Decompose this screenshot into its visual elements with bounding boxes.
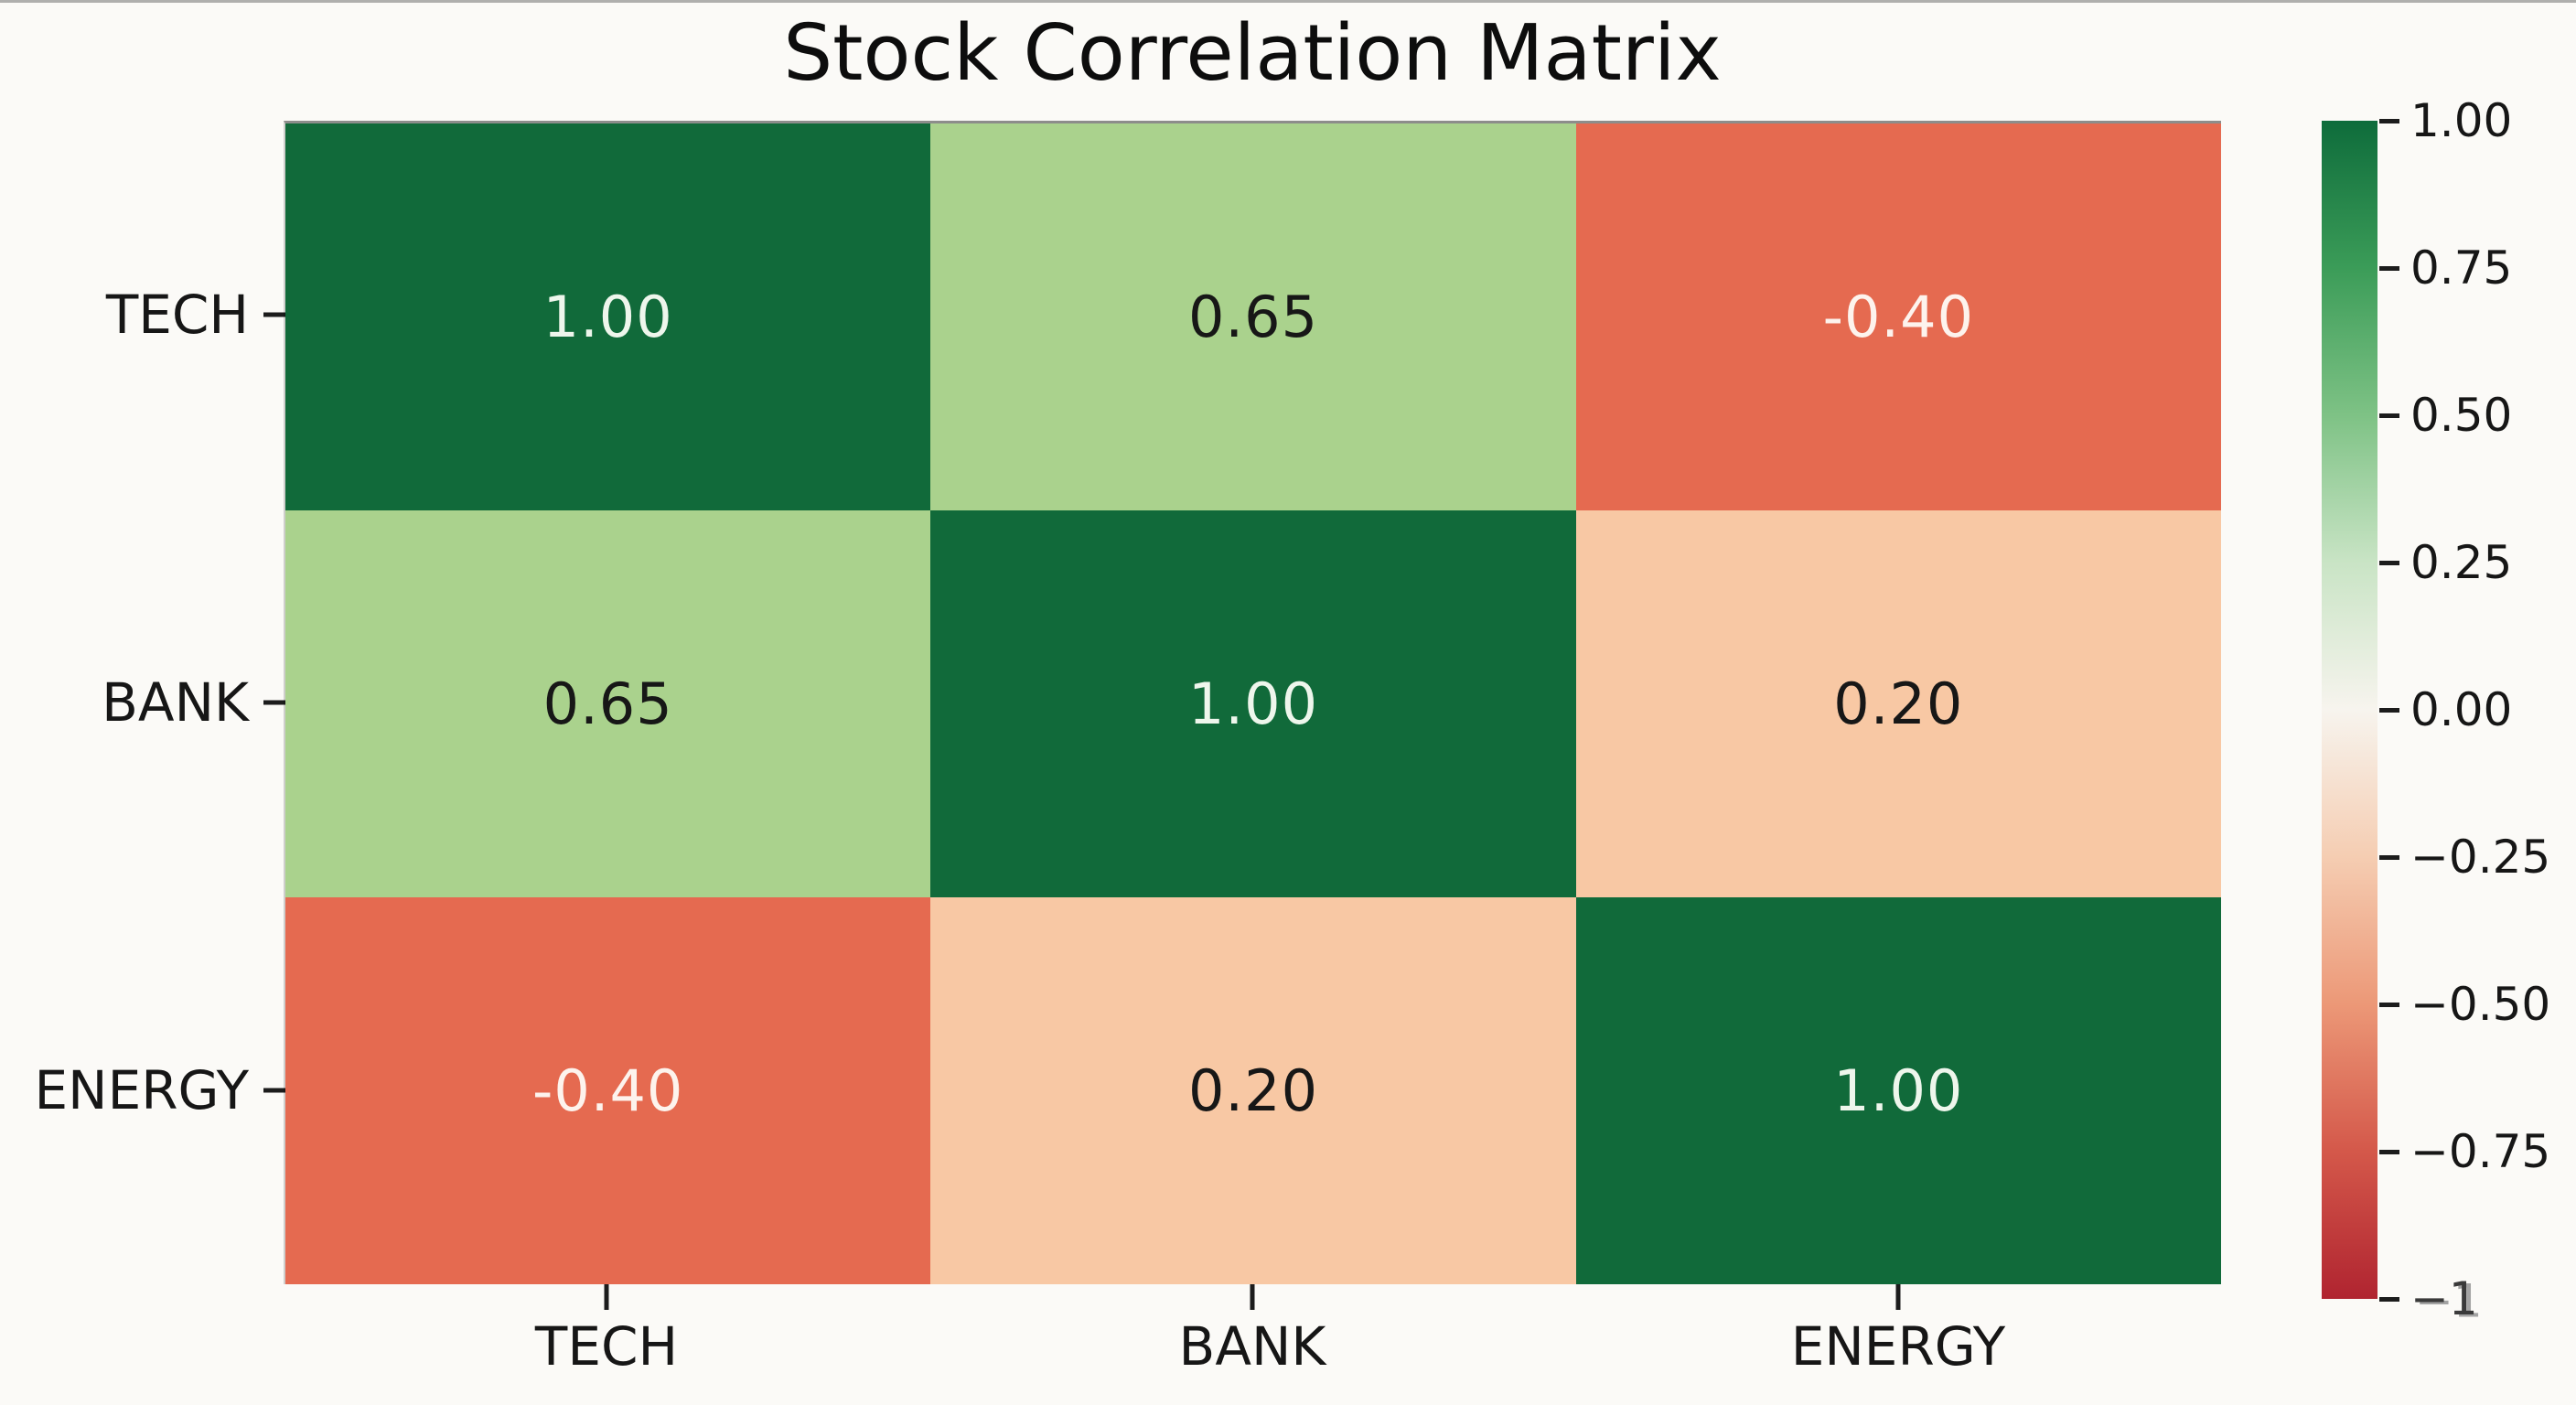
top-edge-line	[0, 0, 2576, 3]
y-axis-labels: TECH BANK ENERGY	[0, 121, 249, 1284]
y-tick-mark	[263, 1088, 285, 1093]
cell-value: 0.20	[1833, 670, 1964, 737]
colorbar-tick-label: 0.00	[2410, 683, 2513, 736]
colorbar-tick-label: −0.25	[2410, 831, 2551, 884]
heatmap-cell-BANK-ENERGY: 0.20	[1575, 510, 2221, 897]
colorbar-tick-0.00: 0.00	[2379, 683, 2512, 736]
colorbar-tick-label: −0.50	[2410, 978, 2551, 1031]
colorbar-tick-mark	[2379, 118, 2399, 123]
colorbar-tick-−0.25: −0.25	[2379, 831, 2550, 884]
cell-value: 1.00	[1187, 670, 1319, 737]
heatmap-cell-TECH-BANK: 0.65	[930, 123, 1576, 510]
chart-title: Stock Correlation Matrix	[783, 8, 1722, 99]
x-tick-mark	[1895, 1284, 1901, 1310]
colorbar-tick-mark	[2379, 854, 2399, 860]
y-tick-label-BANK: BANK	[102, 671, 249, 734]
y-tick-mark	[263, 700, 285, 705]
x-tick-mark	[604, 1284, 609, 1310]
y-axis-ticks	[263, 121, 285, 1284]
colorbar-tick-label: 1.00	[2410, 94, 2513, 147]
colorbar-tick-label: 0.50	[2410, 389, 2513, 442]
colorbar-tick-mark	[2379, 1296, 2399, 1302]
colorbar-tick-mark	[2379, 413, 2399, 418]
x-axis-labels: TECH BANK ENERGY	[284, 1315, 2221, 1378]
heatmap-cell-TECH-ENERGY: -0.40	[1575, 123, 2221, 510]
heatmap-cell-ENERGY-ENERGY: 1.00	[1575, 897, 2221, 1284]
colorbar-tick-mark	[2379, 707, 2399, 713]
cell-value: 0.65	[542, 670, 673, 737]
heatmap-cell-ENERGY-TECH: -0.40	[285, 897, 931, 1284]
cell-value: 1.00	[542, 284, 673, 350]
cell-value: -0.40	[531, 1057, 684, 1124]
colorbar-ticks: 1.00 0.75 0.50 0.25 0.00 −0.25 −0.50 −0.75 −1	[2379, 94, 2576, 1325]
x-tick-label-ENERGY: ENERGY	[1790, 1315, 2006, 1378]
colorbar-tick-−0.50: −0.50	[2379, 978, 2550, 1031]
colorbar-tick-label: 0.25	[2410, 536, 2513, 589]
colorbar-tick-label: 0.75	[2410, 241, 2513, 295]
colorbar-tick-0.50: 0.50	[2379, 389, 2512, 442]
colorbar-tick-label: −0.75	[2410, 1125, 2551, 1178]
x-tick-label-TECH: TECH	[534, 1315, 679, 1378]
colorbar-tick-−0.75: −0.75	[2379, 1125, 2550, 1178]
colorbar-tick-label: −1	[2410, 1272, 2478, 1325]
colorbar-tick-−1: −1	[2379, 1272, 2478, 1325]
cell-value: 0.65	[1187, 284, 1319, 350]
y-tick-label-ENERGY: ENERGY	[34, 1059, 249, 1121]
colorbar-tick-mark	[2379, 560, 2399, 565]
y-tick-label-TECH: TECH	[105, 284, 249, 346]
colorbar-tick-mark	[2379, 1002, 2399, 1007]
colorbar-tick-0.25: 0.25	[2379, 536, 2512, 589]
x-axis-ticks	[284, 1284, 2221, 1310]
colorbar	[2322, 121, 2377, 1299]
x-tick-label-BANK: BANK	[1178, 1315, 1326, 1378]
y-tick-mark	[263, 312, 285, 317]
heatmap-cell-ENERGY-BANK: 0.20	[930, 897, 1576, 1284]
heatmap-cell-TECH-TECH: 1.00	[285, 123, 931, 510]
colorbar-tick-1.00: 1.00	[2379, 94, 2512, 147]
heatmap: 1.00 0.65 -0.40 0.65 1.00 0.20 -0.40 0.20 1.00	[284, 121, 2221, 1284]
heatmap-cell-BANK-BANK: 1.00	[930, 510, 1576, 897]
cell-value: 1.00	[1833, 1057, 1964, 1124]
cell-value: -0.40	[1822, 284, 1975, 350]
colorbar-tick-0.75: 0.75	[2379, 241, 2512, 295]
colorbar-tick-mark	[2379, 265, 2399, 271]
cell-value: 0.20	[1187, 1057, 1319, 1124]
heatmap-cell-BANK-TECH: 0.65	[285, 510, 931, 897]
colorbar-tick-mark	[2379, 1149, 2399, 1154]
x-tick-mark	[1250, 1284, 1255, 1310]
